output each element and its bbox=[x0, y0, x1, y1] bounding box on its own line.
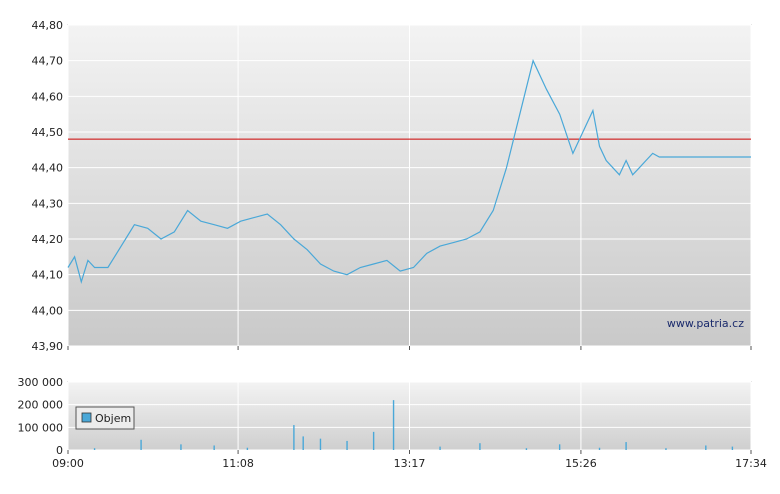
price-y-tick-label: 44,00 bbox=[32, 304, 64, 317]
volume-bar bbox=[346, 440, 348, 450]
volume-bar bbox=[293, 425, 295, 450]
price-y-tick-label: 43,90 bbox=[32, 340, 64, 353]
volume-y-tick-label: 200 000 bbox=[18, 399, 64, 412]
x-tick-label: 15:26 bbox=[565, 457, 597, 470]
price-y-tick-label: 44,40 bbox=[32, 162, 64, 175]
price-y-tick-label: 44,60 bbox=[32, 90, 64, 103]
volume-y-tick-label: 100 000 bbox=[18, 421, 64, 434]
volume-bars bbox=[93, 400, 734, 450]
volume-legend: Objem bbox=[75, 406, 135, 430]
volume-y-tick-label: 300 000 bbox=[18, 376, 64, 389]
volume-bar bbox=[180, 444, 182, 450]
volume-bar bbox=[525, 448, 528, 450]
price-y-tick-label: 44,20 bbox=[32, 233, 64, 246]
x-tick-label: 13:17 bbox=[394, 457, 426, 470]
price-y-tick-label: 44,70 bbox=[32, 55, 64, 68]
volume-bar bbox=[140, 439, 142, 450]
legend-box bbox=[75, 406, 135, 430]
volume-y-tick-label: 0 bbox=[56, 444, 63, 457]
volume-bar bbox=[93, 448, 96, 450]
volume-bar bbox=[731, 446, 734, 450]
volume-bar bbox=[246, 447, 249, 450]
volume-bar bbox=[319, 438, 322, 450]
volume-bar bbox=[372, 431, 375, 450]
volume-bar bbox=[705, 445, 707, 450]
price-grid bbox=[67, 24, 752, 347]
price-y-tick-label: 44,50 bbox=[32, 126, 64, 139]
volume-y-tick-labels: 300 000 200 000 100 000 0 bbox=[18, 376, 64, 457]
price-y-tick-label: 44,30 bbox=[32, 197, 64, 210]
volume-bar bbox=[479, 443, 481, 450]
x-tick-label: 09:00 bbox=[52, 457, 84, 470]
volume-bar bbox=[598, 447, 601, 450]
volume-bar bbox=[302, 436, 304, 450]
legend-swatch-objem bbox=[81, 412, 92, 423]
x-tick-label: 17:34 bbox=[735, 457, 767, 470]
watermark-text: www.patria.cz bbox=[667, 317, 744, 330]
volume-bar bbox=[558, 444, 561, 450]
price-y-tick-label: 44,80 bbox=[32, 19, 64, 32]
volume-bar bbox=[665, 448, 667, 450]
volume-bar bbox=[625, 442, 627, 450]
volume-bar bbox=[439, 446, 441, 450]
legend-label-objem: Objem bbox=[95, 412, 131, 425]
x-tick-labels: 09:00 11:08 13:17 15:26 17:34 bbox=[52, 346, 767, 470]
volume-bar bbox=[392, 400, 395, 450]
price-y-tick-label: 44,10 bbox=[32, 269, 64, 282]
volume-bar bbox=[213, 445, 215, 450]
x-tick-label: 11:08 bbox=[222, 457, 254, 470]
price-y-tick-labels: 44,80 44,70 44,60 44,50 44,40 44,30 44,20 44,10… bbox=[32, 19, 64, 353]
price-series-line bbox=[67, 58, 751, 284]
